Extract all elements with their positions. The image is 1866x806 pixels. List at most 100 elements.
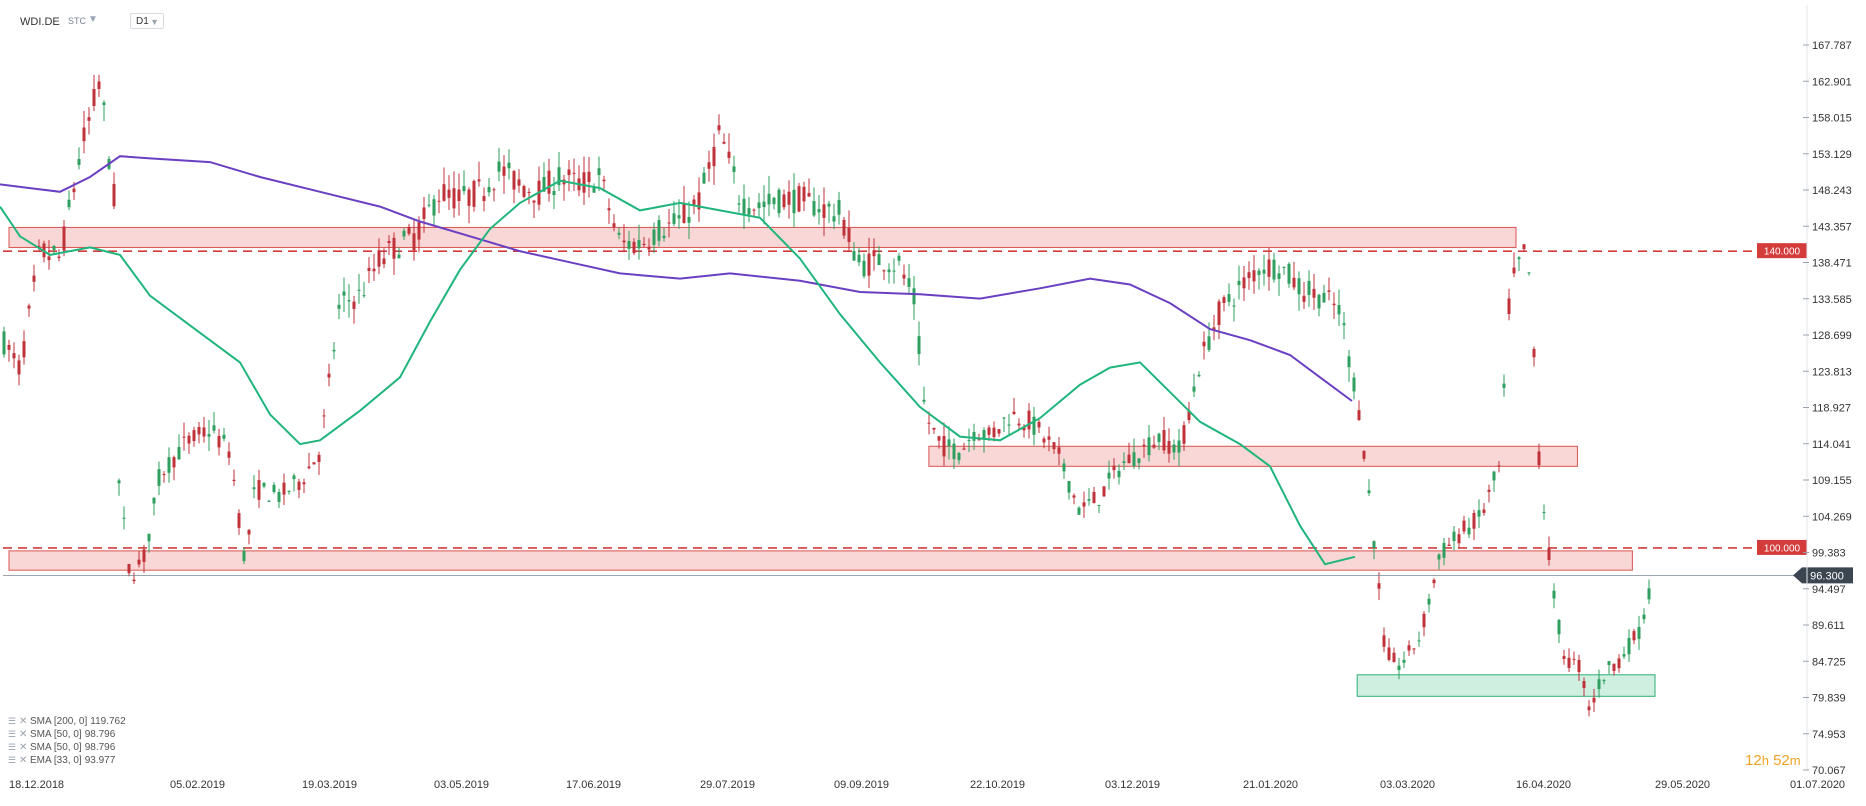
legend-row[interactable]: ☰ ✕ SMA [50, 0] 98.796 [8, 741, 126, 754]
candle [352, 295, 356, 324]
countdown-h: h [1761, 753, 1769, 768]
timeframe-select[interactable]: D1 ▼ [130, 13, 164, 29]
candle-body [1547, 547, 1551, 561]
candle [1242, 265, 1246, 302]
x-tick-label: 29.05.2020 [1655, 779, 1710, 791]
legend-row[interactable]: ☰ ✕ SMA [50, 0] 98.796 [8, 728, 126, 741]
candle-body [652, 229, 656, 245]
indicator-legend: ☰ ✕ SMA [200, 0] 119.762 ☰ ✕ SMA [50, 0]… [8, 715, 126, 767]
candle [992, 421, 996, 442]
y-tick-label: 162.901 [1812, 76, 1852, 88]
symbol-label[interactable]: WDI.DE [20, 16, 60, 28]
candle-body [1027, 410, 1031, 430]
candle [17, 354, 21, 386]
candle [652, 222, 656, 253]
candle-body [742, 198, 746, 214]
x-tick-label: 22.10.2019 [970, 779, 1025, 791]
candle-body [1502, 383, 1506, 388]
candle [682, 185, 686, 224]
candle [1532, 346, 1536, 367]
candle [1342, 311, 1346, 340]
close-icon[interactable]: ✕ [19, 729, 28, 740]
candle [972, 423, 976, 451]
candle [542, 162, 546, 192]
candle-body [1352, 377, 1356, 392]
candle-body [1472, 512, 1476, 529]
candle-body [1102, 486, 1106, 497]
candle-body [92, 88, 96, 107]
candle [1192, 373, 1196, 398]
candle [407, 223, 411, 236]
candle-body [1367, 490, 1371, 494]
candle [777, 187, 781, 218]
candle [367, 257, 371, 284]
candle-body [512, 171, 516, 190]
candle-body [582, 172, 586, 193]
candle [1522, 243, 1526, 252]
candle [1502, 374, 1506, 397]
candle [1432, 578, 1436, 588]
candle-body [702, 172, 706, 184]
candle-body [1067, 480, 1071, 493]
candle [1167, 428, 1171, 463]
candle [87, 107, 91, 135]
candle-body [232, 479, 236, 482]
candle [1392, 647, 1396, 663]
candle-body [152, 497, 156, 504]
candle-body [1457, 534, 1461, 544]
candle [847, 210, 851, 252]
candle [422, 196, 426, 233]
candle-body [217, 435, 221, 448]
candle-body [1382, 635, 1386, 647]
candle-body [922, 399, 926, 402]
candle-body [617, 232, 621, 235]
candle [887, 263, 891, 284]
y-tick-label: 123.813 [1812, 366, 1852, 378]
candle-body [157, 469, 161, 486]
candle [1212, 314, 1216, 341]
candle [662, 227, 666, 242]
candle [772, 196, 776, 210]
candle [1037, 419, 1041, 434]
candle [742, 184, 746, 230]
candle [342, 277, 346, 313]
candle-body [412, 233, 416, 251]
candle [292, 473, 296, 492]
legend-row[interactable]: ☰ ✕ EMA [33, 0] 93.977 [8, 754, 126, 767]
candle [1077, 506, 1081, 516]
candle [1552, 583, 1556, 609]
candle [1497, 460, 1501, 473]
candle [2, 326, 6, 358]
candle-body [367, 267, 371, 271]
candle-body [212, 425, 216, 431]
chevron-down-icon[interactable]: ▼ [88, 14, 98, 25]
level-label: 140.000 [1764, 247, 1801, 258]
candle [487, 178, 491, 197]
close-icon[interactable]: ✕ [19, 716, 28, 727]
candle-body [557, 167, 561, 186]
candle [1412, 648, 1416, 655]
candle [1387, 638, 1391, 662]
y-tick-label: 167.787 [1812, 40, 1852, 52]
candle-body [807, 192, 811, 197]
candle [882, 269, 886, 281]
close-icon[interactable]: ✕ [19, 755, 28, 766]
candle [57, 249, 61, 262]
candle [227, 442, 231, 466]
candle-body [1092, 491, 1096, 504]
candle-body [822, 204, 826, 218]
candle [1397, 657, 1401, 680]
close-icon[interactable]: ✕ [19, 742, 28, 753]
candle-body [1517, 257, 1521, 260]
y-tick-label: 118.927 [1812, 403, 1851, 415]
candle [607, 198, 611, 224]
candle-body [1552, 590, 1556, 599]
candle-body [632, 241, 636, 254]
candle-body [927, 422, 931, 424]
candle-body [237, 513, 241, 528]
candle [132, 572, 136, 584]
legend-row[interactable]: ☰ ✕ SMA [200, 0] 119.762 [8, 715, 126, 728]
candle-body [397, 254, 401, 259]
candle-body [292, 475, 296, 480]
